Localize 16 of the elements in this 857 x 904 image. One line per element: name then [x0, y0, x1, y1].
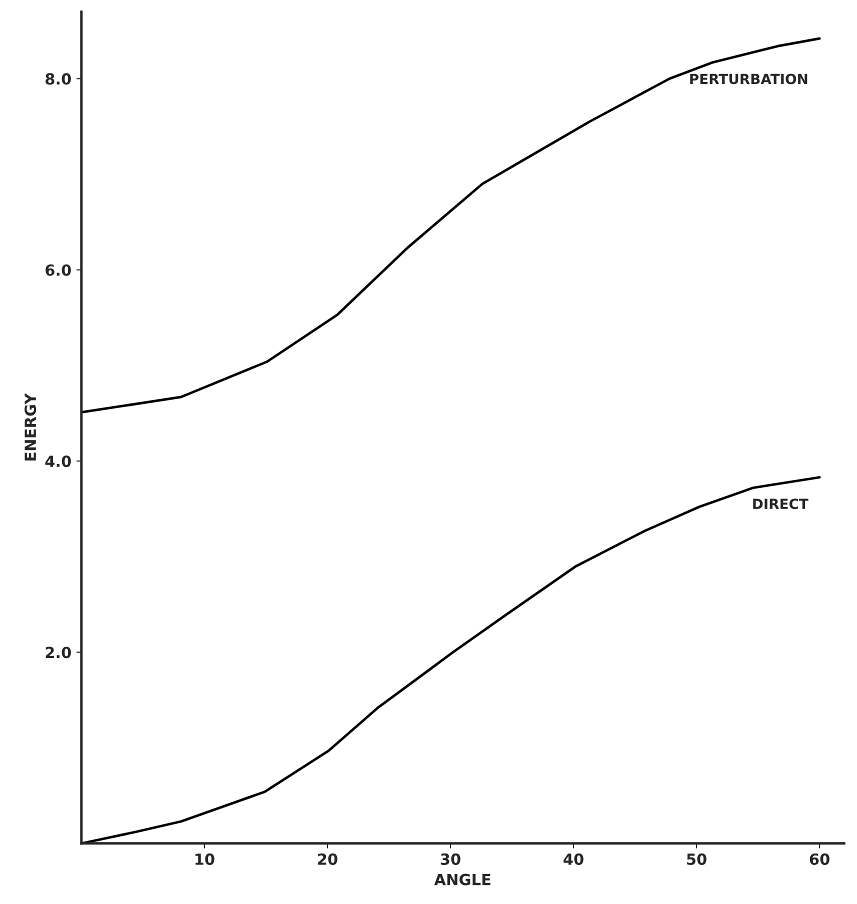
series-label: PERTURBATION	[690, 74, 808, 84]
y-axis-title: ENERGY	[24, 393, 36, 461]
x-tick-label: 60	[810, 853, 830, 865]
y-tick-label: 4.0	[45, 456, 71, 468]
x-tick-label: 10	[196, 853, 214, 865]
x-tick-label: 30	[440, 853, 460, 865]
y-tick-label: 2.0	[46, 646, 71, 658]
y-tick-label: 6.0	[46, 264, 71, 276]
y-tick-label: 8.0	[46, 73, 71, 85]
x-tick-label: 50	[687, 853, 706, 865]
x-axis-title: ANGLE	[434, 874, 490, 886]
x-tick-label: 40	[564, 853, 584, 865]
x-tick-label: 20	[318, 853, 338, 865]
line-series	[81, 37, 821, 414]
line-series	[81, 476, 821, 844]
series-label: DIRECT	[753, 498, 808, 510]
